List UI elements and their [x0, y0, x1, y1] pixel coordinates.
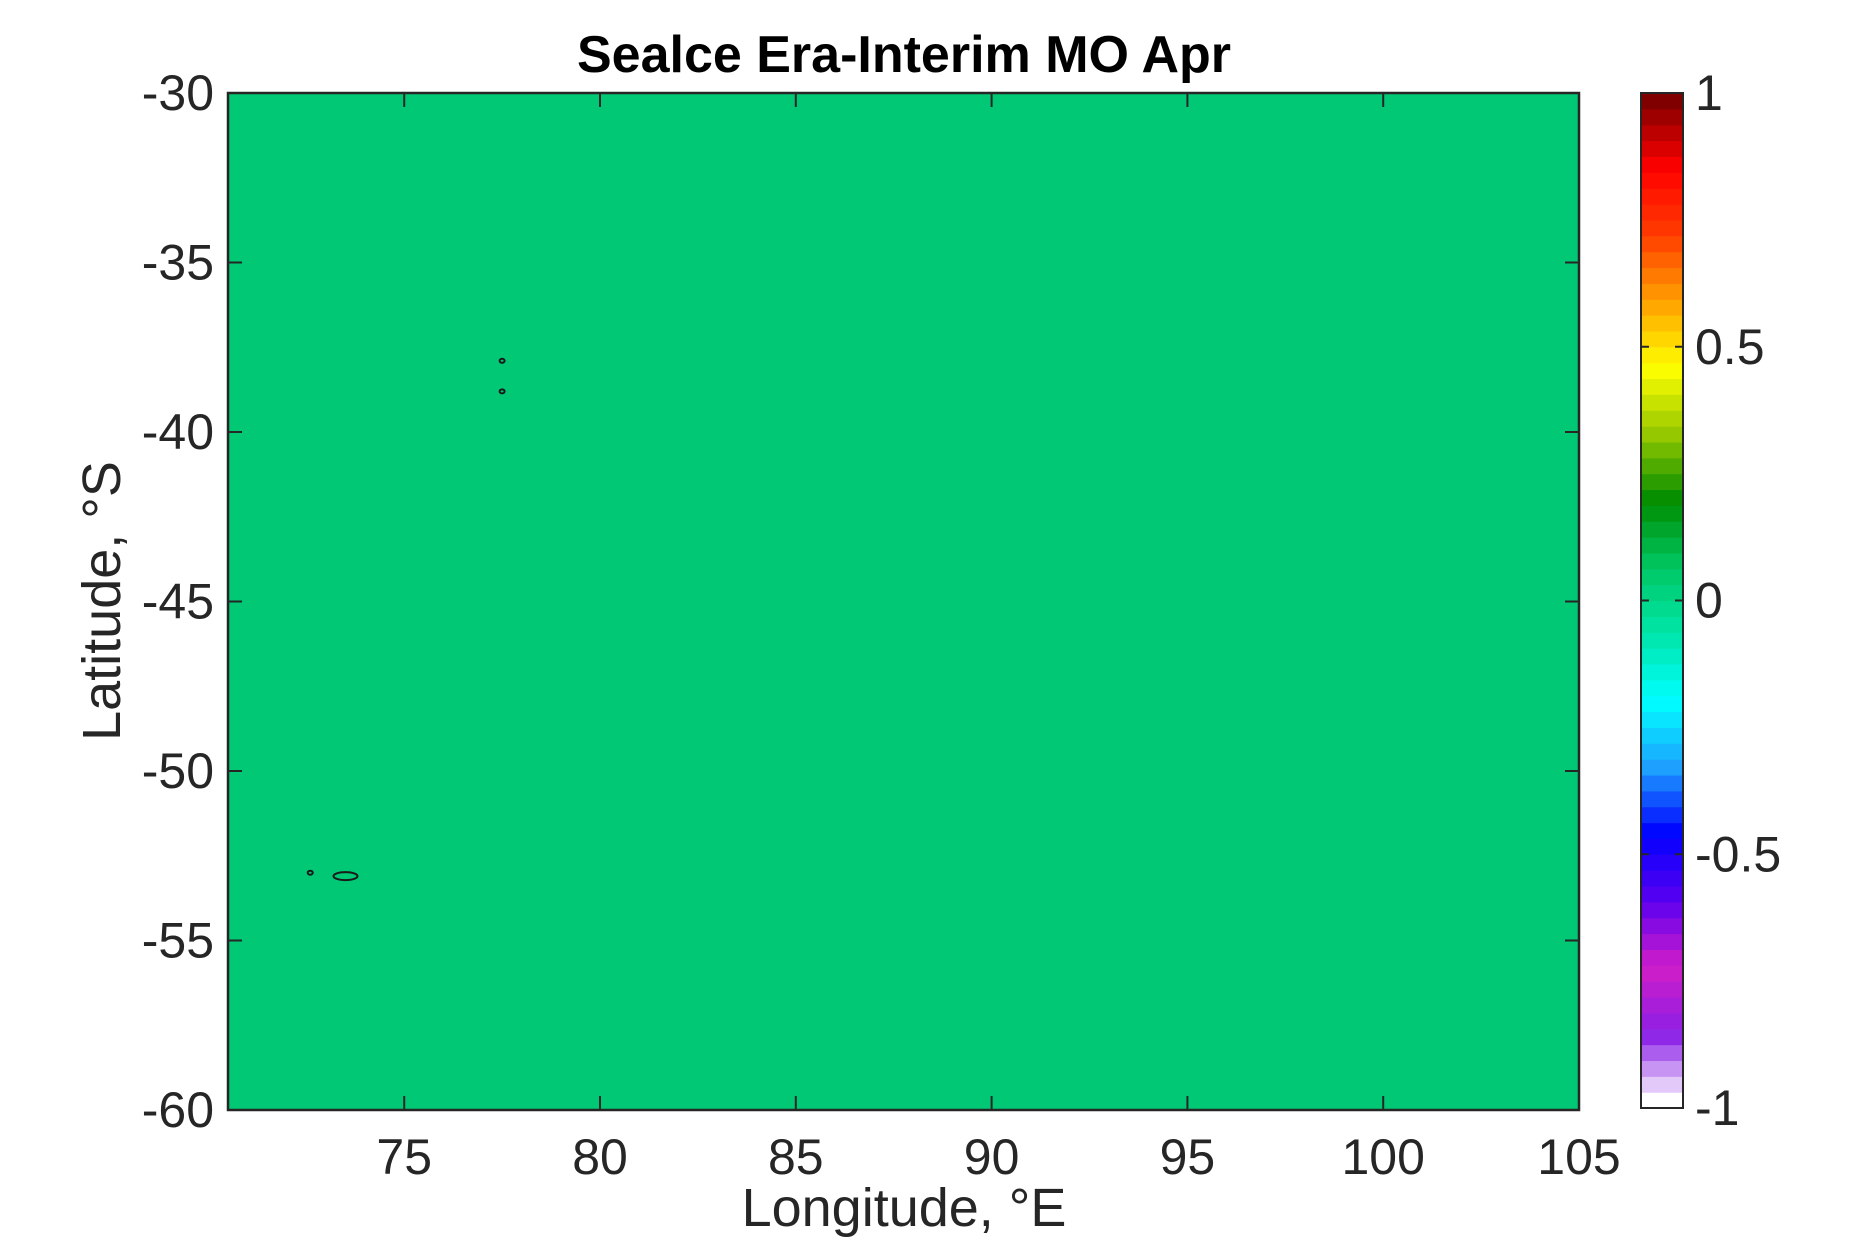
colorbar-segment [1641, 965, 1683, 982]
colorbar-segment [1641, 1012, 1683, 1030]
colorbar-segment [1641, 648, 1683, 665]
island-contour-3 [332, 871, 359, 882]
colorbar-segment [1641, 394, 1683, 411]
colorbar-segment [1641, 489, 1683, 506]
colorbar-segment [1641, 679, 1683, 697]
colorbar-segment [1641, 204, 1683, 221]
colorbar-segment [1641, 426, 1683, 443]
colorbar-segment [1641, 299, 1683, 316]
colorbar-segment [1641, 235, 1683, 253]
colorbar-tick-label: 1 [1695, 65, 1723, 121]
colorbar-segment [1641, 838, 1683, 855]
colorbar-segment [1641, 854, 1683, 871]
colorbar-segment [1641, 996, 1683, 1014]
colorbar-segment [1641, 727, 1683, 744]
colorbar-segment [1641, 521, 1683, 538]
colorbar-segment [1641, 156, 1683, 173]
colorbar-tick-label: 0 [1695, 573, 1723, 629]
colorbar-segment [1641, 695, 1683, 713]
colorbar-segment [1641, 108, 1683, 126]
colorbar-segment [1641, 410, 1683, 427]
contour-layer [306, 357, 506, 882]
colorbar-segment [1641, 711, 1683, 728]
island-contour-2 [498, 388, 506, 395]
colorbar-segment [1641, 267, 1683, 284]
colorbar-segment [1641, 822, 1683, 839]
colorbar-segment [1641, 917, 1683, 935]
colorbar-segment [1641, 885, 1683, 903]
colorbar-segment [1641, 584, 1683, 602]
colorbar-segment [1641, 806, 1683, 824]
colorbar-segment [1641, 1044, 1683, 1062]
x-tick-label: 105 [1537, 1129, 1620, 1185]
colorbar-segment [1641, 378, 1683, 395]
colorbar-segment [1641, 870, 1683, 887]
colorbar-segment [1641, 759, 1683, 776]
colorbar-segment [1641, 330, 1683, 348]
x-tick-label: 95 [1160, 1129, 1216, 1185]
y-tick-label: -35 [142, 235, 214, 291]
x-tick-label: 100 [1341, 1129, 1424, 1185]
x-axis: 75 80 85 90 95 100 105 [376, 93, 1621, 1185]
colorbar-segment [1641, 552, 1683, 570]
colorbar-segment [1641, 537, 1683, 554]
colorbar-segment [1641, 1092, 1683, 1109]
y-tick-label: -55 [142, 913, 214, 969]
colorbar-segment [1641, 457, 1683, 475]
colorbar-segment [1641, 1060, 1683, 1077]
colorbar-segment [1641, 251, 1683, 269]
colorbar-segment [1641, 743, 1683, 760]
colorbar-segment [1641, 632, 1683, 649]
island-contour-1 [498, 357, 506, 364]
colorbar-segment [1641, 473, 1683, 491]
colorbar-segment [1641, 441, 1683, 459]
y-tick-label: -60 [142, 1082, 214, 1138]
x-axis-label: Longitude, °E [742, 1178, 1067, 1238]
colorbar-segment [1641, 315, 1683, 332]
colorbar-segment [1641, 568, 1683, 586]
y-tick-label: -50 [142, 743, 214, 799]
colorbar [1640, 92, 1684, 1109]
colorbar-segment [1641, 949, 1683, 966]
colorbar-ticks: 1 0.5 0 -0.5 -1 [1641, 65, 1781, 1136]
y-axis: -30 -35 -40 -45 -50 -55 -60 [142, 65, 1579, 1138]
colorbar-segment [1641, 933, 1683, 951]
colorbar-segment [1641, 188, 1683, 205]
y-tick-label: -45 [142, 574, 214, 630]
colorbar-segment [1641, 93, 1683, 110]
colorbar-segment [1641, 219, 1683, 237]
colorbar-segment [1641, 1076, 1683, 1093]
colorbar-segment [1641, 124, 1683, 142]
colorbar-segment [1641, 616, 1683, 633]
y-tick-label: -30 [142, 65, 214, 121]
chart-title: Sealce Era-Interim MO Apr [577, 26, 1231, 84]
colorbar-segment [1641, 283, 1683, 300]
colorbar-segment [1641, 346, 1683, 364]
colorbar-tick-label: 0.5 [1695, 319, 1765, 375]
colorbar-tick-label: -1 [1695, 1080, 1739, 1136]
x-tick-label: 75 [376, 1129, 432, 1185]
y-axis-label: Latitude, °S [72, 461, 132, 741]
x-tick-label: 85 [768, 1129, 824, 1185]
colorbar-segment [1641, 172, 1683, 189]
colorbar-segment [1641, 790, 1683, 808]
sea-ice-field [228, 93, 1579, 1110]
colorbar-segment [1641, 362, 1683, 380]
y-tick-label: -40 [142, 404, 214, 460]
colorbar-segment [1641, 901, 1683, 919]
x-tick-label: 90 [964, 1129, 1020, 1185]
colorbar-segment [1641, 505, 1683, 522]
colorbar-segment [1641, 981, 1683, 998]
island-contour-4 [306, 869, 314, 876]
colorbar-tick-label: -0.5 [1695, 826, 1781, 882]
colorbar-segment [1641, 663, 1683, 681]
colorbar-segment [1641, 774, 1683, 792]
colorbar-segment [1641, 1028, 1683, 1046]
colorbar-segment [1641, 140, 1683, 158]
colorbar-segment [1641, 600, 1683, 617]
x-tick-label: 80 [572, 1129, 628, 1185]
